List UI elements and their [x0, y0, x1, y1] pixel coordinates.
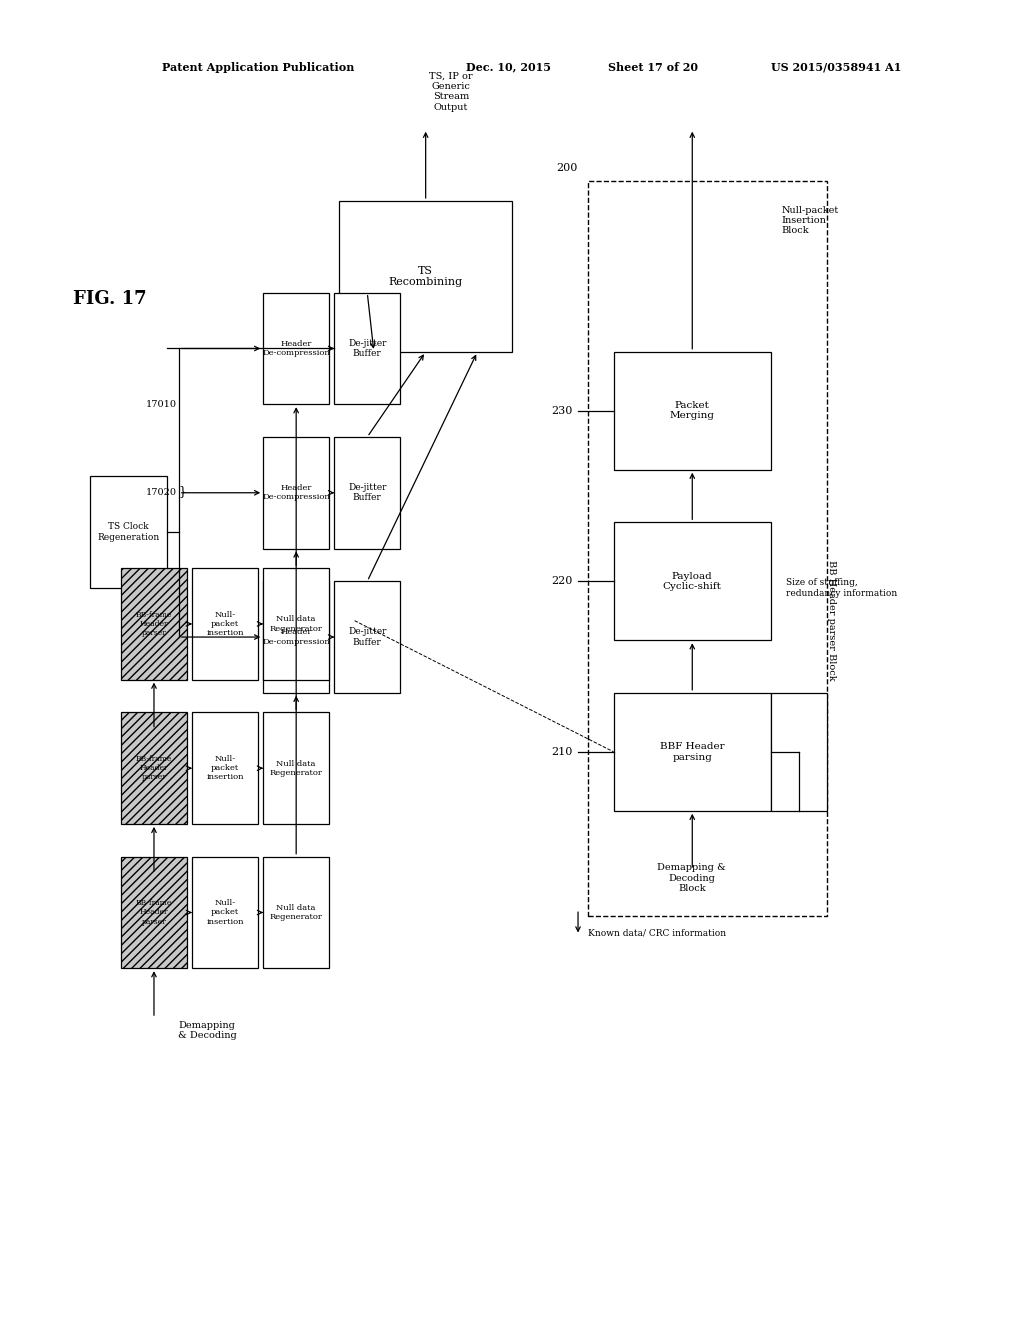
Bar [334, 581, 400, 693]
Bar [263, 293, 329, 404]
Text: Null-
packet
insertion: Null- packet insertion [206, 899, 244, 925]
Text: TS, IP or
Generic
Stream
Output: TS, IP or Generic Stream Output [429, 71, 473, 112]
Text: Dec. 10, 2015: Dec. 10, 2015 [466, 62, 551, 73]
Bar [339, 201, 512, 351]
Text: Header
De-compression: Header De-compression [262, 628, 330, 645]
Text: BB Header parser Block: BB Header parser Block [827, 560, 837, 681]
Text: 230: 230 [552, 405, 573, 416]
Text: Null data
Regenerator: Null data Regenerator [269, 759, 323, 776]
Bar [263, 713, 329, 824]
Text: Size of stuffing,
redundancy information: Size of stuffing, redundancy information [786, 578, 897, 598]
Text: De-jitter
Buffer: De-jitter Buffer [348, 339, 386, 358]
Bar [613, 693, 771, 810]
Text: BBF Header
parsing: BBF Header parsing [660, 742, 725, 762]
Bar [613, 351, 771, 470]
Bar [90, 477, 167, 587]
Text: Header
De-compression: Header De-compression [262, 484, 330, 502]
Text: 200: 200 [557, 164, 578, 173]
Text: FIG. 17: FIG. 17 [74, 290, 146, 309]
Text: Payload
Cyclic-shift: Payload Cyclic-shift [663, 572, 722, 591]
Bar [121, 713, 187, 824]
Text: Demapping &
Decoding
Block: Demapping & Decoding Block [657, 863, 726, 894]
Bar [334, 293, 400, 404]
Bar [193, 568, 258, 680]
Text: 210: 210 [552, 747, 573, 756]
Text: 220: 220 [552, 577, 573, 586]
Text: BB-frame
Header
parser: BB-frame Header parser [136, 899, 172, 925]
Bar [263, 857, 329, 969]
Bar [588, 181, 826, 916]
Bar [263, 437, 329, 549]
Text: TS Clock
Regeneration: TS Clock Regeneration [97, 523, 160, 541]
Bar [263, 568, 329, 680]
Text: Known data/ CRC information: Known data/ CRC information [588, 929, 726, 939]
Text: BB-frame
Header
parser: BB-frame Header parser [136, 611, 172, 638]
Text: Patent Application Publication: Patent Application Publication [162, 62, 354, 73]
Text: De-jitter
Buffer: De-jitter Buffer [348, 627, 386, 647]
Bar [263, 581, 329, 693]
Text: TS
Recombining: TS Recombining [388, 265, 463, 288]
Bar [121, 857, 187, 969]
Text: Null data
Regenerator: Null data Regenerator [269, 615, 323, 632]
Bar [771, 693, 826, 810]
Text: BB-frame
Header
parser: BB-frame Header parser [136, 755, 172, 781]
Text: De-jitter
Buffer: De-jitter Buffer [348, 483, 386, 503]
Text: 17020: 17020 [145, 487, 177, 496]
Bar [193, 857, 258, 969]
Text: Null-packet
Insertion
Block: Null-packet Insertion Block [781, 206, 839, 235]
Text: 17010: 17010 [145, 400, 177, 409]
Bar [613, 523, 771, 640]
Text: Demapping
& Decoding: Demapping & Decoding [178, 1020, 237, 1040]
Text: US 2015/0358941 A1: US 2015/0358941 A1 [771, 62, 901, 73]
Text: }: } [179, 486, 186, 499]
Text: Header
De-compression: Header De-compression [262, 339, 330, 358]
Text: Null data
Regenerator: Null data Regenerator [269, 904, 323, 921]
Bar [334, 437, 400, 549]
Bar [121, 568, 187, 680]
Bar [193, 713, 258, 824]
Text: Null-
packet
insertion: Null- packet insertion [206, 611, 244, 638]
Text: Packet
Merging: Packet Merging [670, 401, 715, 421]
Text: Sheet 17 of 20: Sheet 17 of 20 [608, 62, 698, 73]
Text: Null-
packet
insertion: Null- packet insertion [206, 755, 244, 781]
